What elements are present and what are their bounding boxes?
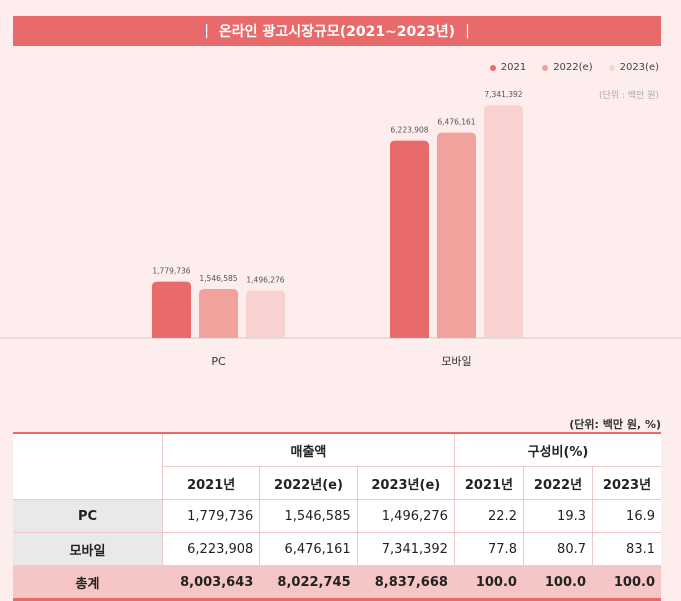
table-row: PC 1,779,736 1,546,585 1,496,276 22.2 19… — [13, 499, 661, 533]
table-cell: 16.9 — [592, 499, 661, 533]
x-tick-label: PC — [211, 355, 226, 368]
col-header: 2021년 — [162, 466, 261, 500]
table-total-row: 총계 8,003,643 8,022,745 8,837,668 100.0 1… — [13, 565, 661, 601]
data-label: 1,546,585 — [199, 274, 237, 283]
bar-chart: 1,779,736 1,546,585 1,496,276 PC 6,223,908 6,… — [0, 90, 681, 368]
table-cell: 6,223,908 — [162, 532, 261, 566]
bar-mobile-2022(e) — [437, 132, 476, 338]
table-cell: 83.1 — [592, 532, 661, 566]
chart-legend: 2021 2022(e) 2023(e) — [489, 62, 659, 73]
table-cell: 22.2 — [454, 499, 524, 533]
row-label-pc: PC — [13, 499, 163, 533]
legend-dot-2021 — [489, 64, 496, 71]
col-header: 2021년 — [454, 466, 524, 500]
table-cell: 8,022,745 — [259, 565, 358, 601]
bar-mobile-2023(e) — [484, 105, 523, 339]
table-cell: 100.0 — [454, 565, 524, 601]
table-row: 모바일 6,223,908 6,476,161 7,341,392 77.8 8… — [13, 532, 661, 566]
legend-dot-2023 — [608, 64, 615, 71]
chart-title: 온라인 광고시장규모(2021~2023년) — [218, 24, 456, 40]
legend-item-2021: 2021 — [489, 62, 526, 73]
bar-pc-2022(e) — [199, 288, 238, 338]
table-cell: 80.7 — [523, 532, 594, 566]
title-separator-right: | — [465, 23, 470, 39]
table-cell: 1,546,585 — [259, 499, 358, 533]
data-label: 1,496,276 — [246, 276, 284, 285]
table-corner — [13, 432, 163, 500]
group-header-sales: 매출액 — [162, 432, 455, 467]
bar-pc-2021 — [152, 281, 191, 338]
data-label: 7,341,392 — [484, 90, 522, 99]
data-label: 1,779,736 — [152, 267, 190, 276]
table-col-header-row: 2021년 2022년(e) 2023년(e) 2021년 2022년 2023… — [13, 466, 661, 500]
col-header: 2022년 — [523, 466, 594, 500]
legend-item-2023: 2023(e) — [608, 62, 659, 73]
data-label: 6,223,908 — [390, 126, 428, 135]
col-header: 2023년(e) — [357, 466, 455, 500]
table-cell: 7,341,392 — [357, 532, 455, 566]
col-header: 2022년(e) — [259, 466, 358, 500]
table-group-header-row: 매출액 구성비(%) — [13, 432, 661, 500]
data-table: 매출액 구성비(%) 2021년 2022년(e) 2023년(e) 2021년… — [13, 432, 661, 601]
table-cell: 1,779,736 — [162, 499, 261, 533]
table-cell: 100.0 — [592, 565, 661, 601]
chart-unit-label: (단위 : 백만 원) — [598, 91, 659, 101]
table-cell: 19.3 — [523, 499, 594, 533]
table-cell: 6,476,161 — [259, 532, 358, 566]
data-label: 6,476,161 — [437, 118, 475, 127]
table-cell: 8,837,668 — [357, 565, 455, 601]
table-cell: 77.8 — [454, 532, 524, 566]
legend-dot-2022 — [542, 64, 549, 71]
table-cell: 1,496,276 — [357, 499, 455, 533]
legend-item-2022: 2022(e) — [542, 62, 593, 73]
chart-title-bar: | 온라인 광고시장규모(2021~2023년) | — [13, 16, 661, 46]
bar-pc-2023(e) — [246, 290, 285, 338]
group-header-share: 구성비(%) — [454, 432, 661, 467]
row-label-total: 총계 — [13, 565, 163, 601]
table-unit-label: (단위: 백만 원, %) — [569, 418, 661, 431]
col-header: 2023년 — [592, 466, 661, 500]
bar-mobile-2021 — [390, 140, 429, 338]
x-tick-label: 모바일 — [441, 354, 471, 368]
row-label-mobile: 모바일 — [13, 532, 163, 566]
title-separator-left: | — [204, 23, 209, 39]
table-cell: 8,003,643 — [162, 565, 261, 601]
table-cell: 100.0 — [523, 565, 594, 601]
